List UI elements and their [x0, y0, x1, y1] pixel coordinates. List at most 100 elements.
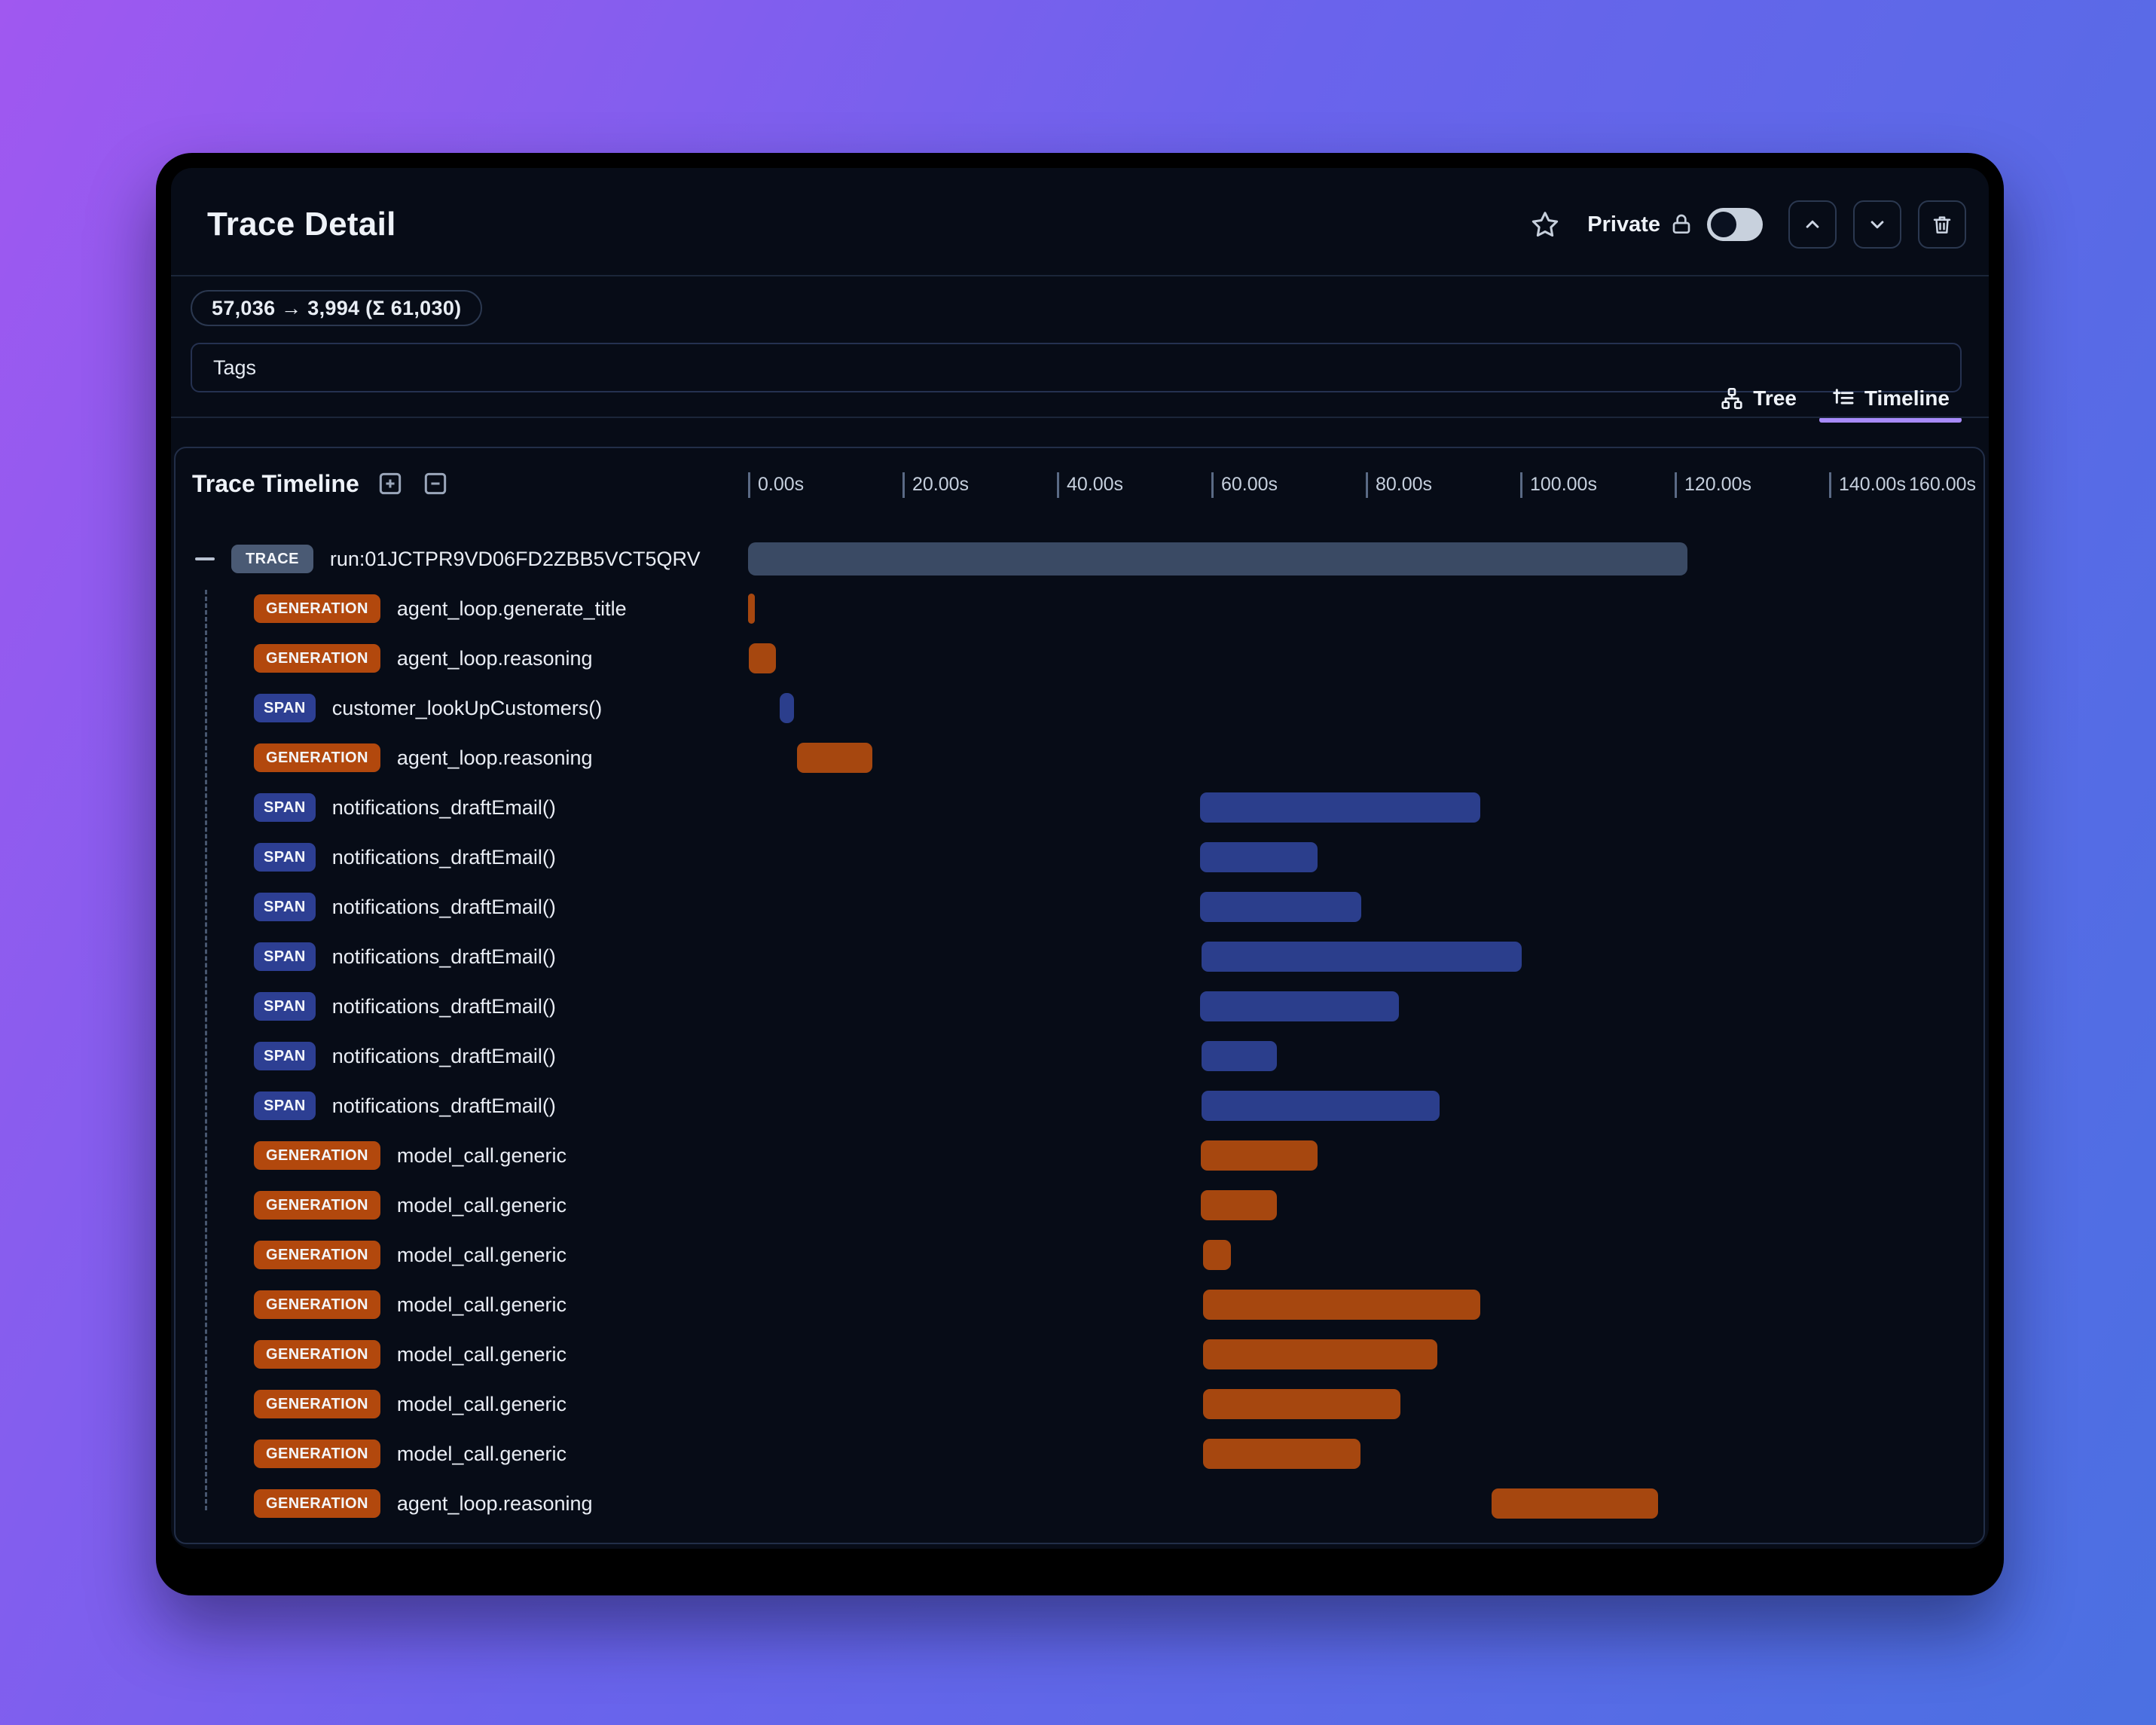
- timeline-bar[interactable]: [796, 743, 872, 773]
- timeline-row[interactable]: GENERATION model_call.generic: [176, 1379, 1983, 1429]
- tick-mark: [902, 472, 905, 498]
- tick-label: 100.00s: [1530, 474, 1597, 495]
- timeline-row[interactable]: GENERATION model_call.generic: [176, 1429, 1983, 1479]
- timeline-bar[interactable]: [748, 594, 756, 624]
- tick-mark: [1366, 472, 1368, 498]
- observation-type-badge: GENERATION: [254, 594, 380, 623]
- observation-name: notifications_draftEmail(): [331, 845, 556, 869]
- observation-name: model_call.generic: [396, 1342, 566, 1366]
- timeline-bar[interactable]: [1202, 1339, 1438, 1369]
- timeline-bar[interactable]: [748, 542, 1688, 576]
- timeline-row[interactable]: SPAN notifications_draftEmail(): [176, 1031, 1983, 1081]
- timeline-row[interactable]: GENERATION agent_loop.reasoning: [176, 1479, 1983, 1528]
- lock-icon: [1669, 212, 1693, 237]
- timeline-bar[interactable]: [749, 643, 776, 673]
- timeline-track: [748, 534, 1983, 584]
- timeline-track: [748, 634, 1983, 683]
- observation-name: notifications_draftEmail(): [331, 994, 556, 1018]
- timeline-row[interactable]: SPAN notifications_draftEmail(): [176, 832, 1983, 882]
- tab-tree[interactable]: Tree: [1708, 380, 1809, 417]
- timeline-bar[interactable]: [1202, 1290, 1480, 1320]
- observation-type-badge: GENERATION: [254, 644, 380, 673]
- active-tab-underline: [1819, 417, 1962, 423]
- timeline-row[interactable]: SPAN notifications_draftEmail(): [176, 982, 1983, 1031]
- collapse-toggle[interactable]: [195, 557, 215, 560]
- observation-type-badge: SPAN: [254, 942, 316, 971]
- delete-button[interactable]: [1918, 200, 1966, 249]
- tick-mark: [1211, 472, 1214, 498]
- tick-mark: [1675, 472, 1677, 498]
- observation-name: notifications_draftEmail(): [331, 795, 556, 819]
- timeline-track: [748, 1479, 1983, 1528]
- trace-detail-window: Trace Detail Private: [156, 153, 2004, 1595]
- observation-type-badge: SPAN: [254, 992, 316, 1021]
- observation-name: agent_loop.reasoning: [396, 746, 593, 769]
- trace-timeline-card: Trace Timeline 0.00s 20.00s 40.00s 60.00s 80…: [174, 447, 1985, 1544]
- trash-icon: [1931, 213, 1953, 236]
- timeline-row[interactable]: SPAN notifications_draftEmail(): [176, 783, 1983, 832]
- timeline-row[interactable]: SPAN notifications_draftEmail(): [176, 1081, 1983, 1131]
- tick-label: 40.00s: [1067, 474, 1124, 495]
- timeline-track: [748, 932, 1983, 982]
- observation-type-badge: GENERATION: [254, 1489, 380, 1518]
- timeline-row[interactable]: GENERATION agent_loop.reasoning: [176, 634, 1983, 683]
- timeline-row[interactable]: GENERATION model_call.generic: [176, 1330, 1983, 1379]
- observation-type-badge: SPAN: [254, 793, 316, 822]
- timeline-bar[interactable]: [1201, 942, 1522, 972]
- timeline-row[interactable]: GENERATION agent_loop.generate_title: [176, 584, 1983, 634]
- observation-name: model_call.generic: [396, 1392, 566, 1415]
- timeline-bar[interactable]: [1199, 792, 1480, 823]
- timeline-row[interactable]: GENERATION agent_loop.reasoning: [176, 733, 1983, 783]
- timeline-bar[interactable]: [1202, 1240, 1231, 1270]
- observation-name: notifications_draftEmail(): [331, 895, 556, 918]
- timeline-row[interactable]: GENERATION model_call.generic: [176, 1131, 1983, 1180]
- observation-name: model_call.generic: [396, 1293, 566, 1316]
- observation-name: run:01JCTPR9VD06FD2ZBB5VCT5QRV: [329, 547, 701, 570]
- timeline-bar[interactable]: [1200, 1190, 1278, 1220]
- timeline-track: [748, 783, 1983, 832]
- timeline-bar[interactable]: [1492, 1488, 1659, 1519]
- timeline-bar[interactable]: [780, 693, 795, 723]
- timeline-bar[interactable]: [1201, 1091, 1440, 1121]
- plus-square-icon: [376, 469, 405, 498]
- next-button[interactable]: [1853, 200, 1901, 249]
- timeline-row[interactable]: SPAN customer_lookUpCustomers(): [176, 683, 1983, 733]
- timeline-bar[interactable]: [1201, 1041, 1278, 1071]
- bookmark-star-button[interactable]: [1530, 209, 1560, 240]
- timeline-bar[interactable]: [1199, 842, 1318, 872]
- previous-button[interactable]: [1788, 200, 1837, 249]
- observation-type-badge: GENERATION: [254, 1141, 380, 1170]
- timeline-bar[interactable]: [1202, 1439, 1360, 1469]
- tick-mark: [1520, 472, 1522, 498]
- trace-detail-panel: Trace Detail Private: [171, 168, 1989, 1549]
- timeline-row[interactable]: GENERATION model_call.generic: [176, 1280, 1983, 1330]
- tabs-divider: [171, 417, 1989, 418]
- timeline-track: [748, 1131, 1983, 1180]
- observation-type-badge: GENERATION: [254, 1440, 380, 1468]
- tick-mark: [1829, 472, 1831, 498]
- observation-type-badge: SPAN: [254, 1091, 316, 1120]
- timeline-bar[interactable]: [1202, 1389, 1401, 1419]
- timeline-row[interactable]: SPAN notifications_draftEmail(): [176, 882, 1983, 932]
- observation-name: agent_loop.reasoning: [396, 646, 593, 670]
- timeline-bar[interactable]: [1199, 892, 1361, 922]
- privacy-toggle[interactable]: [1707, 208, 1763, 241]
- timeline-row[interactable]: GENERATION model_call.generic: [176, 1230, 1983, 1280]
- token-usage-badge: 57,036 → 3,994 (Σ 61,030): [191, 290, 483, 326]
- timeline-bar[interactable]: [1200, 1140, 1318, 1171]
- tab-timeline[interactable]: Timeline: [1819, 380, 1962, 423]
- tree-guide-line: [205, 590, 207, 1510]
- collapse-all-button[interactable]: [421, 469, 450, 498]
- header: Trace Detail Private: [207, 198, 1966, 251]
- tick-mark: [748, 472, 750, 498]
- tags-input[interactable]: Tags: [191, 343, 1962, 392]
- timeline-title: Trace Timeline: [192, 469, 359, 497]
- timeline-header: Trace Timeline 0.00s 20.00s 40.00s 60.00s 80…: [176, 448, 1983, 528]
- timeline-row[interactable]: SPAN notifications_draftEmail(): [176, 932, 1983, 982]
- timeline-row[interactable]: GENERATION model_call.generic: [176, 1180, 1983, 1230]
- tick-label: 20.00s: [912, 474, 970, 495]
- expand-all-button[interactable]: [376, 469, 405, 498]
- timeline-row[interactable]: TRACE run:01JCTPR9VD06FD2ZBB5VCT5QRV: [176, 534, 1983, 584]
- timeline-rows: TRACE run:01JCTPR9VD06FD2ZBB5VCT5QRV GEN…: [176, 534, 1983, 1528]
- timeline-bar[interactable]: [1199, 991, 1400, 1021]
